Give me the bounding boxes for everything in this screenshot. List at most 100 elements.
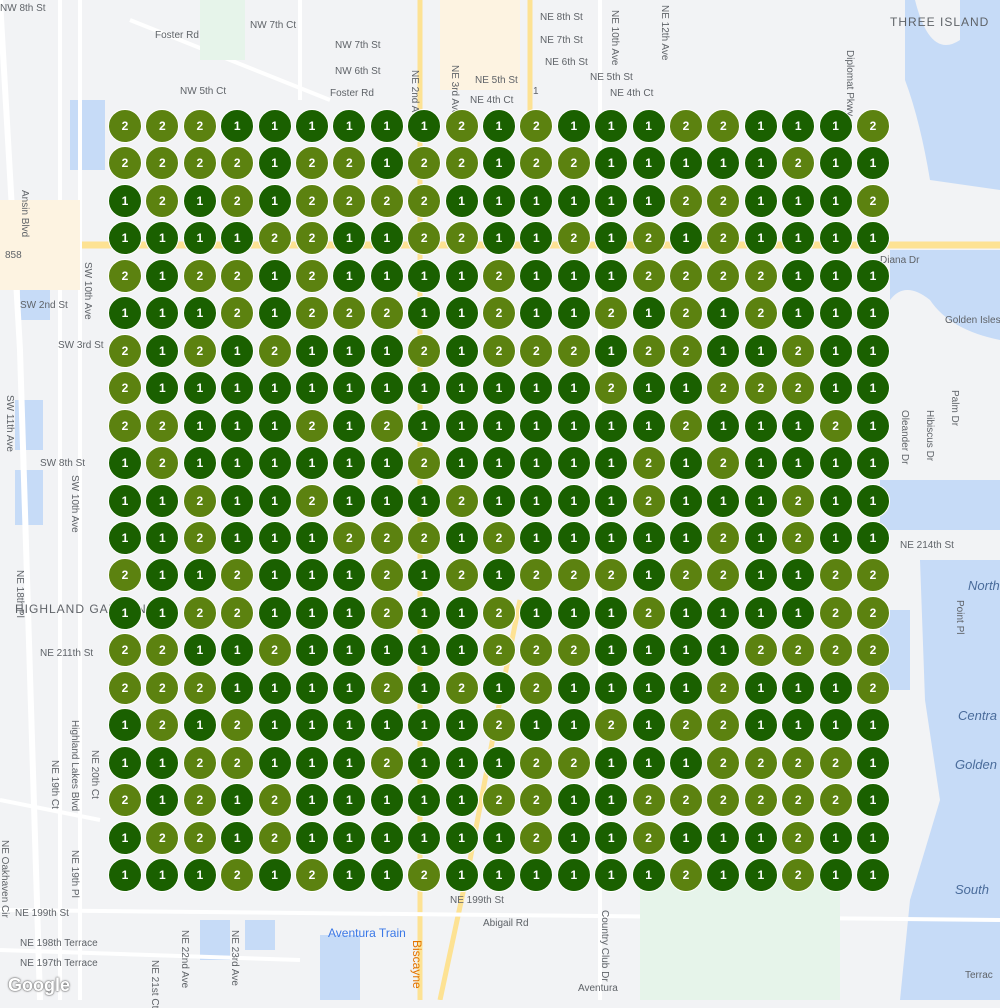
cluster-marker[interactable]: 1 bbox=[295, 446, 329, 481]
cluster-marker[interactable]: 1 bbox=[332, 333, 367, 368]
cluster-marker[interactable]: 1 bbox=[818, 858, 853, 892]
cluster-marker[interactable]: 1 bbox=[332, 558, 367, 593]
cluster-marker[interactable]: 2 bbox=[556, 221, 591, 256]
cluster-marker[interactable]: 1 bbox=[743, 670, 778, 705]
cluster-marker[interactable]: 1 bbox=[519, 520, 554, 555]
cluster-marker[interactable]: 1 bbox=[781, 408, 816, 443]
cluster-marker[interactable]: 1 bbox=[781, 708, 816, 743]
cluster-marker[interactable]: 1 bbox=[295, 745, 329, 780]
cluster-marker[interactable]: 2 bbox=[295, 258, 329, 293]
cluster-marker[interactable]: 1 bbox=[594, 446, 629, 481]
cluster-marker[interactable]: 1 bbox=[669, 446, 703, 481]
cluster-marker[interactable]: 1 bbox=[332, 783, 367, 818]
cluster-marker[interactable]: 1 bbox=[145, 520, 180, 555]
cluster-marker[interactable]: 2 bbox=[669, 783, 703, 818]
cluster-marker[interactable]: 1 bbox=[781, 670, 816, 705]
cluster-marker[interactable]: 2 bbox=[295, 183, 329, 218]
cluster-marker[interactable]: 1 bbox=[108, 446, 142, 481]
cluster-marker[interactable]: 1 bbox=[108, 858, 142, 892]
cluster-marker[interactable]: 2 bbox=[220, 708, 255, 743]
cluster-marker[interactable]: 1 bbox=[856, 408, 890, 443]
cluster-marker[interactable]: 2 bbox=[519, 670, 554, 705]
cluster-marker[interactable]: 1 bbox=[257, 858, 292, 892]
cluster-marker[interactable]: 2 bbox=[743, 633, 778, 668]
cluster-marker[interactable]: 2 bbox=[145, 633, 180, 668]
cluster-marker[interactable]: 2 bbox=[295, 221, 329, 256]
cluster-marker[interactable]: 1 bbox=[556, 183, 591, 218]
cluster-marker[interactable]: 1 bbox=[369, 371, 404, 406]
cluster-marker[interactable]: 2 bbox=[220, 745, 255, 780]
cluster-marker[interactable]: 1 bbox=[257, 408, 292, 443]
cluster-marker[interactable]: 1 bbox=[669, 520, 703, 555]
cluster-marker[interactable]: 2 bbox=[145, 708, 180, 743]
cluster-marker[interactable]: 1 bbox=[706, 146, 741, 181]
cluster-marker[interactable]: 1 bbox=[631, 558, 666, 593]
cluster-marker[interactable]: 1 bbox=[369, 446, 404, 481]
cluster-marker[interactable]: 2 bbox=[369, 296, 404, 331]
cluster-marker[interactable]: 2 bbox=[257, 333, 292, 368]
cluster-marker[interactable]: 1 bbox=[108, 296, 142, 331]
cluster-marker[interactable]: 1 bbox=[182, 408, 217, 443]
cluster-marker[interactable]: 1 bbox=[818, 258, 853, 293]
cluster-marker[interactable]: 2 bbox=[444, 558, 479, 593]
cluster-marker[interactable]: 1 bbox=[594, 146, 629, 181]
cluster-marker[interactable]: 1 bbox=[108, 221, 142, 256]
cluster-marker[interactable]: 1 bbox=[369, 483, 404, 518]
cluster-marker[interactable]: 2 bbox=[519, 109, 554, 143]
cluster-marker[interactable]: 2 bbox=[631, 820, 666, 855]
cluster-marker[interactable]: 2 bbox=[631, 483, 666, 518]
cluster-marker[interactable]: 1 bbox=[818, 520, 853, 555]
cluster-marker[interactable]: 1 bbox=[182, 371, 217, 406]
cluster-marker[interactable]: 1 bbox=[369, 858, 404, 892]
cluster-marker[interactable]: 1 bbox=[482, 109, 516, 143]
cluster-marker[interactable]: 2 bbox=[856, 558, 890, 593]
cluster-marker[interactable]: 1 bbox=[444, 258, 479, 293]
cluster-marker[interactable]: 2 bbox=[706, 221, 741, 256]
cluster-marker[interactable]: 1 bbox=[257, 109, 292, 143]
cluster-marker[interactable]: 1 bbox=[519, 408, 554, 443]
cluster-marker[interactable]: 1 bbox=[407, 595, 442, 630]
cluster-marker[interactable]: 2 bbox=[407, 520, 442, 555]
cluster-marker[interactable]: 1 bbox=[631, 745, 666, 780]
cluster-marker[interactable]: 1 bbox=[781, 221, 816, 256]
cluster-marker[interactable]: 1 bbox=[556, 408, 591, 443]
cluster-marker[interactable]: 1 bbox=[743, 109, 778, 143]
cluster-marker[interactable]: 1 bbox=[108, 483, 142, 518]
cluster-marker[interactable]: 2 bbox=[631, 221, 666, 256]
cluster-marker[interactable]: 1 bbox=[669, 633, 703, 668]
cluster-marker[interactable]: 1 bbox=[743, 221, 778, 256]
cluster-marker[interactable]: 2 bbox=[706, 258, 741, 293]
cluster-marker[interactable]: 1 bbox=[556, 670, 591, 705]
cluster-marker[interactable]: 2 bbox=[369, 408, 404, 443]
cluster-marker[interactable]: 1 bbox=[407, 296, 442, 331]
cluster-marker[interactable]: 1 bbox=[482, 483, 516, 518]
cluster-marker[interactable]: 2 bbox=[220, 146, 255, 181]
cluster-marker[interactable]: 2 bbox=[818, 558, 853, 593]
cluster-marker[interactable]: 1 bbox=[781, 296, 816, 331]
cluster-marker[interactable]: 1 bbox=[669, 595, 703, 630]
cluster-marker[interactable]: 1 bbox=[669, 745, 703, 780]
cluster-marker[interactable]: 2 bbox=[818, 595, 853, 630]
cluster-marker[interactable]: 1 bbox=[257, 146, 292, 181]
cluster-marker[interactable]: 1 bbox=[743, 558, 778, 593]
cluster-marker[interactable]: 2 bbox=[369, 745, 404, 780]
cluster-marker[interactable]: 1 bbox=[856, 446, 890, 481]
cluster-marker[interactable]: 2 bbox=[182, 783, 217, 818]
cluster-marker[interactable]: 2 bbox=[706, 183, 741, 218]
cluster-marker[interactable]: 1 bbox=[444, 858, 479, 892]
cluster-marker[interactable]: 2 bbox=[108, 558, 142, 593]
cluster-marker[interactable]: 1 bbox=[631, 633, 666, 668]
cluster-marker[interactable]: 2 bbox=[519, 633, 554, 668]
cluster-marker[interactable]: 2 bbox=[706, 520, 741, 555]
cluster-marker[interactable]: 2 bbox=[145, 109, 180, 143]
cluster-marker[interactable]: 1 bbox=[594, 633, 629, 668]
cluster-marker[interactable]: 1 bbox=[743, 183, 778, 218]
cluster-marker[interactable]: 2 bbox=[856, 595, 890, 630]
cluster-marker[interactable]: 2 bbox=[182, 258, 217, 293]
cluster-marker[interactable]: 1 bbox=[556, 858, 591, 892]
cluster-marker[interactable]: 2 bbox=[781, 633, 816, 668]
cluster-marker[interactable]: 1 bbox=[444, 745, 479, 780]
cluster-marker[interactable]: 1 bbox=[631, 371, 666, 406]
cluster-marker[interactable]: 2 bbox=[108, 258, 142, 293]
